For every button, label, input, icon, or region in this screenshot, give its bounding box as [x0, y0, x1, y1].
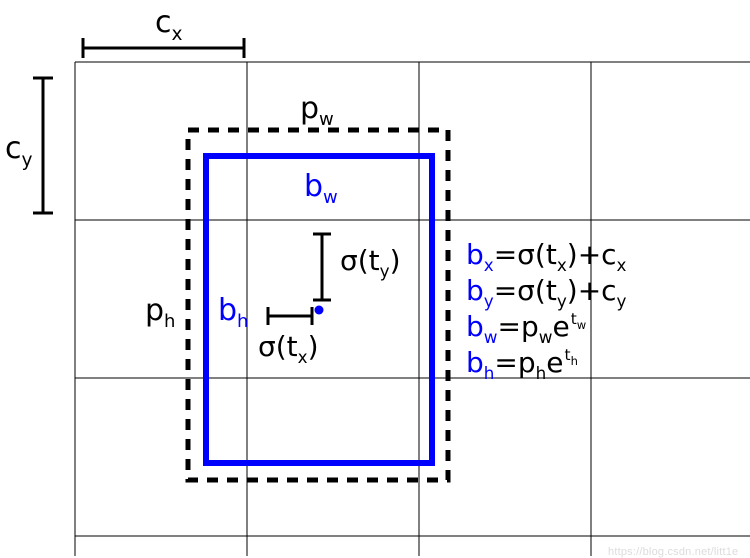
sigma-tx-bracket: σ(tx)	[258, 307, 319, 367]
formula-line: bh=pheth	[466, 346, 578, 383]
watermark: https://blog.csdn.net/litt1e	[608, 546, 738, 558]
diagram: cxcypwphbwbhσ(ty)σ(tx)bx=σ(tx)+cxby=σ(ty…	[0, 0, 750, 556]
sigma-tx-label: σ(tx)	[258, 330, 319, 367]
center-dot	[315, 306, 324, 315]
canvas-bg	[0, 0, 750, 556]
sigma-ty-label: σ(ty)	[340, 244, 401, 281]
